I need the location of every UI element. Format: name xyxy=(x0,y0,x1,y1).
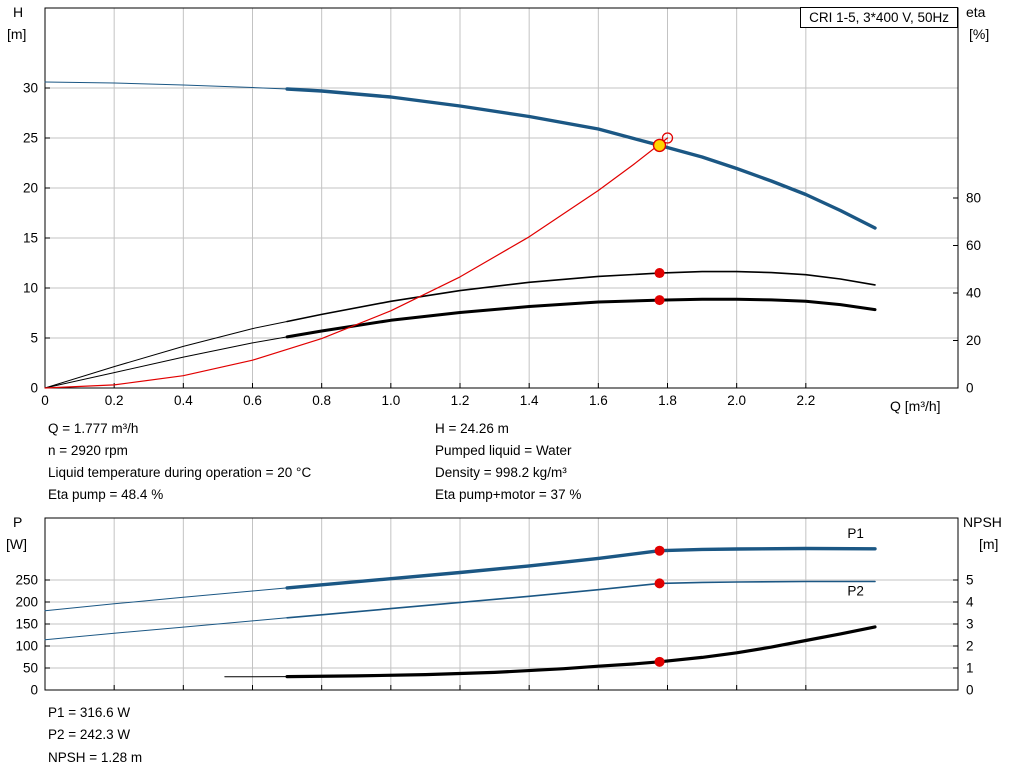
svg-text:250: 250 xyxy=(15,572,38,587)
info-line-temp: Liquid temperature during operation = 20… xyxy=(48,465,312,480)
svg-text:0: 0 xyxy=(30,683,38,698)
svg-text:1.6: 1.6 xyxy=(589,393,608,408)
p-axis-unit: [W] xyxy=(6,536,27,552)
svg-text:4: 4 xyxy=(966,594,974,609)
eta-axis-label: eta xyxy=(966,4,986,20)
q-axis-label: Q [m³/h] xyxy=(890,398,941,414)
svg-text:15: 15 xyxy=(23,231,38,246)
svg-text:200: 200 xyxy=(15,594,38,609)
svg-text:10: 10 xyxy=(23,281,38,296)
svg-text:0: 0 xyxy=(41,393,49,408)
svg-text:0.6: 0.6 xyxy=(243,393,262,408)
p-axis-label: P xyxy=(13,514,23,530)
svg-text:150: 150 xyxy=(15,616,38,631)
pump-title-box: CRI 1-5, 3*400 V, 50Hz xyxy=(800,7,958,28)
svg-text:0.4: 0.4 xyxy=(174,393,193,408)
info-line-q: Q = 1.777 m³/h xyxy=(48,421,139,436)
info-line-liquid: Pumped liquid = Water xyxy=(435,443,572,458)
h-axis-unit: [m] xyxy=(7,26,27,42)
svg-text:100: 100 xyxy=(15,638,38,653)
svg-text:30: 30 xyxy=(23,81,38,96)
svg-text:25: 25 xyxy=(23,131,38,146)
result-p1: P1 = 316.6 W xyxy=(48,705,131,720)
npsh-axis-label: NPSH xyxy=(963,514,1002,530)
svg-text:0.2: 0.2 xyxy=(105,393,124,408)
svg-text:1.4: 1.4 xyxy=(520,393,539,408)
svg-text:0.8: 0.8 xyxy=(312,393,331,408)
info-line-eta-total: Eta pump+motor = 37 % xyxy=(435,487,582,502)
npsh-axis-unit: [m] xyxy=(979,536,999,552)
svg-text:2.2: 2.2 xyxy=(796,393,815,408)
svg-text:20: 20 xyxy=(23,181,38,196)
info-line-density: Density = 998.2 kg/m³ xyxy=(435,465,567,480)
svg-text:1: 1 xyxy=(966,660,974,675)
h-axis-label: H xyxy=(13,4,24,20)
result-npsh: NPSH = 1.28 m xyxy=(48,750,143,765)
svg-text:3: 3 xyxy=(966,616,974,631)
svg-text:2.0: 2.0 xyxy=(727,393,746,408)
svg-text:1.0: 1.0 xyxy=(381,393,400,408)
svg-text:40: 40 xyxy=(966,286,981,301)
svg-text:20: 20 xyxy=(966,333,981,348)
svg-text:60: 60 xyxy=(966,238,981,253)
info-line-eta-pump: Eta pump = 48.4 % xyxy=(48,487,164,502)
svg-text:5: 5 xyxy=(966,572,974,587)
svg-text:2: 2 xyxy=(966,638,974,653)
svg-text:1.8: 1.8 xyxy=(658,393,677,408)
svg-text:50: 50 xyxy=(23,660,38,675)
svg-text:P1: P1 xyxy=(847,526,864,541)
info-line-head: H = 24.26 m xyxy=(435,421,509,436)
eta-axis-unit: [%] xyxy=(969,26,990,42)
svg-text:P2: P2 xyxy=(847,583,864,598)
result-p2: P2 = 242.3 W xyxy=(48,727,131,742)
svg-text:0: 0 xyxy=(30,381,38,396)
svg-text:0: 0 xyxy=(966,683,974,698)
info-line-speed: n = 2920 rpm xyxy=(48,443,128,458)
svg-text:0: 0 xyxy=(966,381,974,396)
svg-text:1.2: 1.2 xyxy=(451,393,470,408)
svg-text:5: 5 xyxy=(30,331,38,346)
svg-text:80: 80 xyxy=(966,191,981,206)
